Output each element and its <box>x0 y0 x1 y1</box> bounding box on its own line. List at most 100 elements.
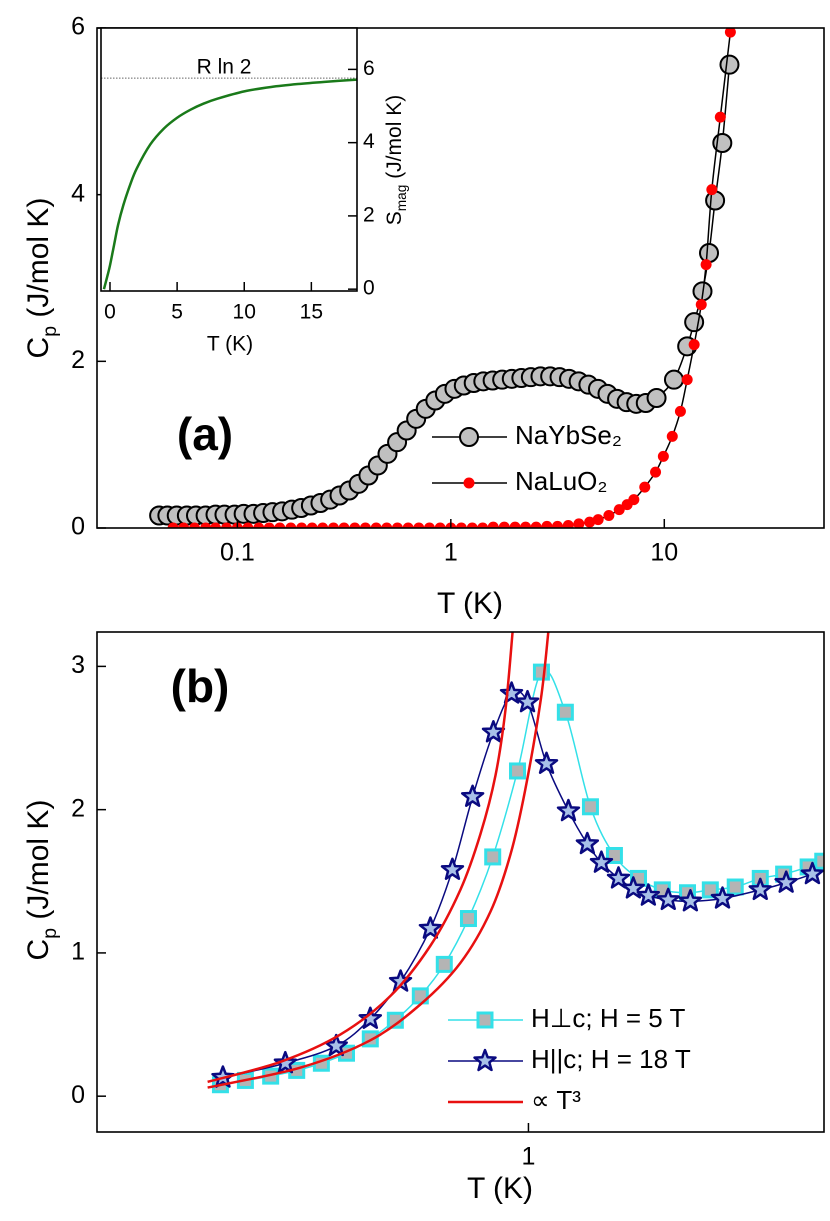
series-line <box>220 669 824 1086</box>
marker <box>253 522 265 528</box>
marker <box>581 798 599 816</box>
marker <box>402 522 414 528</box>
marker <box>666 430 678 442</box>
y-label-sub: p <box>39 928 61 939</box>
marker <box>509 521 521 528</box>
marker <box>434 522 446 528</box>
marker <box>613 504 625 516</box>
marker <box>296 522 308 528</box>
y-tick-label: 0 <box>71 1081 85 1109</box>
marker <box>663 369 684 390</box>
marker <box>263 522 275 528</box>
y-tick-label: 2 <box>71 346 85 374</box>
marker <box>358 1006 383 1029</box>
y-tick-label: 2 <box>363 203 375 226</box>
legend-label: NaYbSe₂ <box>515 420 622 450</box>
reference-label: R ln 2 <box>197 56 252 79</box>
inset-background <box>101 28 357 291</box>
marker <box>189 522 201 528</box>
y-tick-label: 4 <box>71 179 85 207</box>
x-tick-label: 1 <box>444 539 458 567</box>
legend-label: NaLuO₂ <box>515 466 607 496</box>
marker <box>210 522 222 528</box>
marker <box>418 916 443 939</box>
x-tick-label: 15 <box>300 301 323 324</box>
marker <box>455 522 467 528</box>
marker <box>621 876 646 899</box>
y-tick-label: 3 <box>71 651 85 679</box>
marker <box>306 522 318 528</box>
marker <box>338 522 350 528</box>
marker <box>413 522 425 528</box>
x-tick-label: 10 <box>650 539 678 567</box>
legend-marker <box>476 1011 494 1029</box>
x-tick-label: 0.1 <box>220 539 255 567</box>
legend-marker <box>473 1048 497 1072</box>
y-label-unit: (J/mol K) <box>22 800 55 928</box>
y-axis-label: Cp (J/mol K) <box>22 800 61 961</box>
plot-area <box>149 28 740 528</box>
marker <box>657 450 669 462</box>
marker <box>541 520 553 528</box>
marker <box>562 520 574 528</box>
legend-marker <box>463 477 475 489</box>
x-tick-label: 0 <box>104 301 116 324</box>
marker <box>589 850 614 873</box>
marker <box>719 54 740 75</box>
y-axis-label: Cp (J/mol K) <box>22 198 61 359</box>
x-tick-label: 1 <box>521 1143 535 1171</box>
axes-frame <box>100 27 358 292</box>
legend-label: ∝ T³ <box>531 1085 581 1115</box>
y-tick-label: 6 <box>363 57 375 80</box>
series-line <box>102 78 357 290</box>
marker <box>681 374 693 386</box>
marker <box>575 831 600 855</box>
marker <box>274 522 286 528</box>
plot-area <box>101 77 357 290</box>
marker <box>800 861 824 885</box>
marker <box>349 522 361 528</box>
marker <box>167 522 179 528</box>
marker <box>700 259 712 271</box>
marker <box>285 522 297 528</box>
marker <box>688 339 700 351</box>
y-tick-label: 6 <box>71 13 85 41</box>
marker <box>678 889 703 912</box>
marker <box>724 28 736 38</box>
x-axis-label: T (K) <box>467 1172 533 1205</box>
marker <box>603 510 615 521</box>
marker <box>748 877 772 901</box>
marker <box>650 466 662 478</box>
x-tick-label: 10 <box>233 301 256 324</box>
marker <box>459 910 477 928</box>
axes-frame <box>96 27 825 529</box>
legend-marker <box>459 427 479 447</box>
marker <box>460 784 485 807</box>
marker <box>556 703 574 721</box>
marker <box>532 663 550 681</box>
marker <box>509 762 527 780</box>
marker <box>684 312 705 333</box>
y-tick-label: 2 <box>71 794 85 822</box>
marker <box>530 521 542 528</box>
marker <box>695 299 707 311</box>
marker <box>674 405 686 417</box>
marker <box>359 522 371 528</box>
panel-label: (b) <box>171 660 230 712</box>
marker <box>391 522 403 528</box>
marker <box>381 522 393 528</box>
y-label-main: C <box>22 939 55 961</box>
marker <box>466 522 478 528</box>
marker <box>699 243 720 263</box>
marker <box>327 522 339 528</box>
marker <box>714 111 726 123</box>
y-label-sub: p <box>39 326 61 337</box>
y-tick-label: 4 <box>363 130 375 153</box>
plot-area <box>207 632 824 1094</box>
y-label-main: S <box>383 211 406 225</box>
marker <box>498 521 510 528</box>
marker <box>440 857 465 880</box>
marker <box>487 521 499 528</box>
marker <box>628 494 640 506</box>
